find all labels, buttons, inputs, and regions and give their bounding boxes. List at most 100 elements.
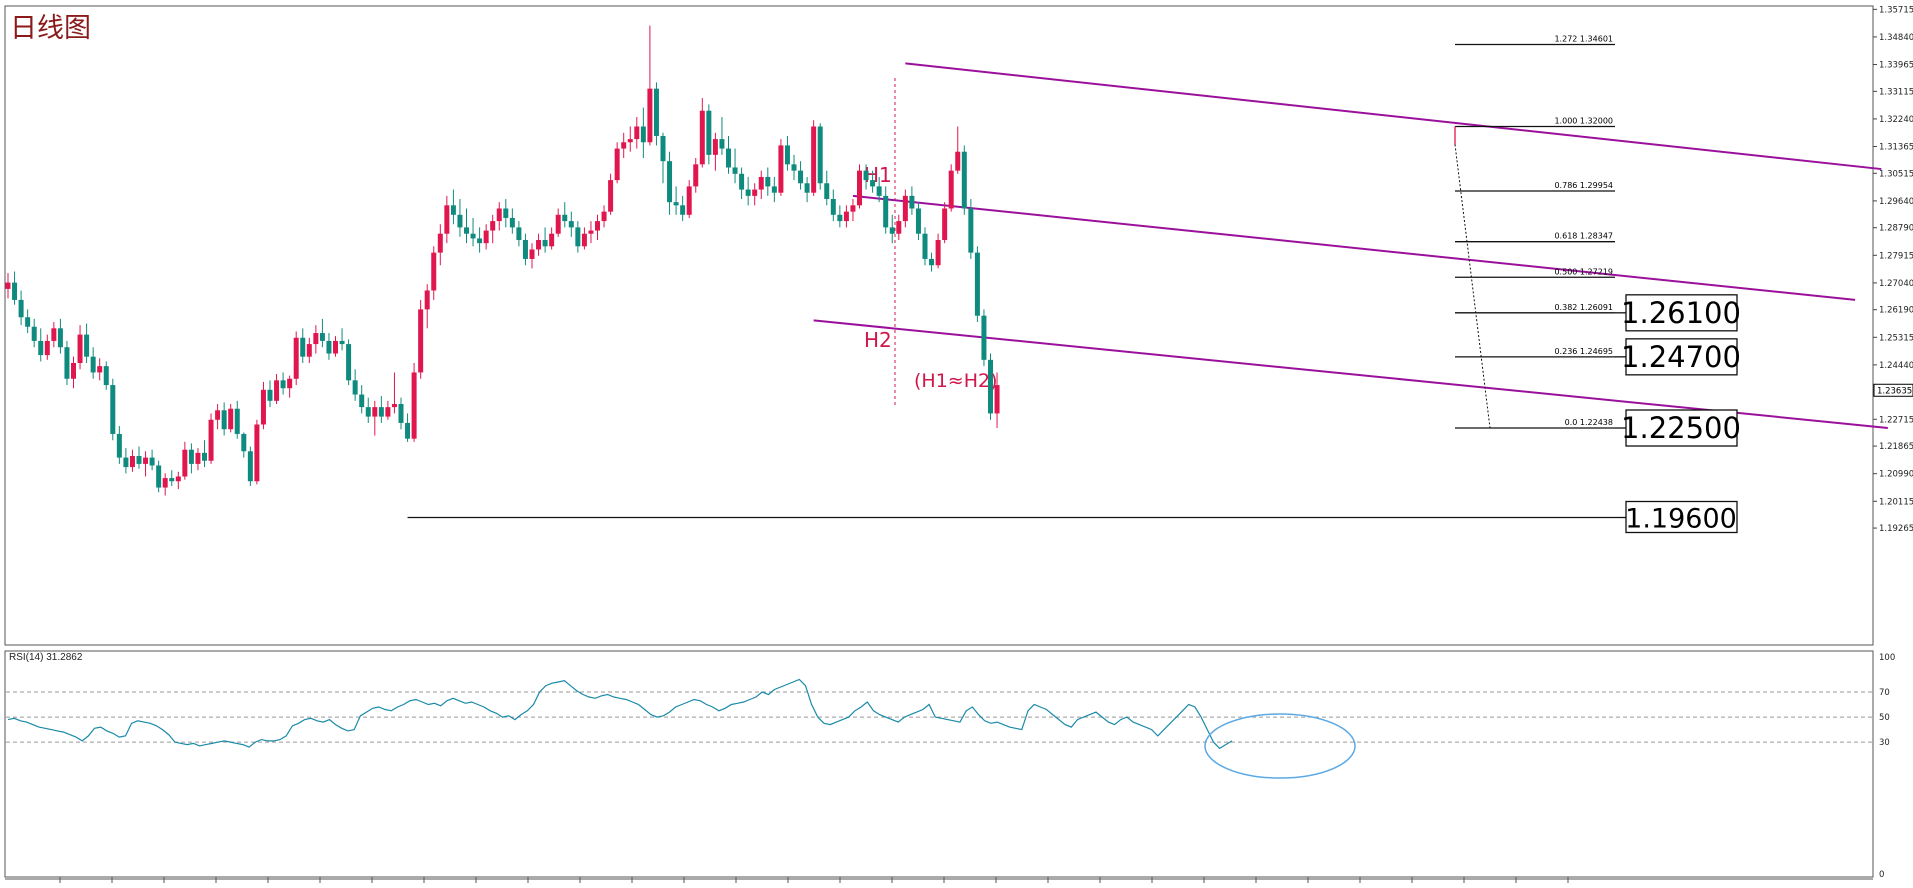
candle-body bbox=[378, 407, 384, 417]
candle-body bbox=[287, 378, 293, 389]
price-tick-label: 1.31365 bbox=[1879, 143, 1913, 153]
candle-body bbox=[660, 135, 666, 162]
candle-body bbox=[188, 449, 194, 464]
candle-body bbox=[359, 394, 365, 408]
candle-body bbox=[313, 333, 319, 345]
candle-body bbox=[745, 189, 751, 196]
candle-body bbox=[477, 238, 483, 244]
candle-body bbox=[162, 478, 168, 488]
candle-body bbox=[300, 337, 306, 357]
candle-body bbox=[234, 408, 240, 434]
candle-body bbox=[555, 214, 561, 234]
support-level-value: 1.19600 bbox=[1625, 504, 1737, 535]
candle-body bbox=[175, 476, 181, 482]
candle-body bbox=[830, 199, 836, 215]
rsi-tick-label: 50 bbox=[1879, 713, 1890, 723]
candle-body bbox=[51, 328, 57, 341]
candle-body bbox=[843, 211, 849, 222]
candle-body bbox=[90, 356, 96, 373]
candle-body bbox=[562, 214, 568, 222]
candle-body bbox=[516, 227, 522, 241]
candle-body bbox=[215, 410, 221, 420]
price-panel-frame bbox=[4, 5, 1874, 646]
candle-body bbox=[372, 407, 378, 417]
candle-body bbox=[804, 183, 810, 193]
price-tick-label: 1.30515 bbox=[1879, 169, 1913, 179]
candle-body bbox=[385, 407, 391, 417]
candle-body bbox=[123, 457, 129, 468]
candle-body bbox=[431, 252, 437, 291]
candle-body bbox=[483, 230, 489, 244]
candle-body bbox=[267, 389, 273, 401]
candle-body bbox=[12, 282, 18, 300]
candle-body bbox=[883, 195, 889, 228]
price-tick-label: 1.33115 bbox=[1879, 87, 1913, 97]
price-tick-label: 1.27915 bbox=[1879, 251, 1913, 261]
candle-body bbox=[955, 151, 961, 171]
candle-body bbox=[680, 205, 686, 215]
candle-body bbox=[601, 211, 607, 222]
candle-body bbox=[726, 148, 731, 168]
candle-body bbox=[490, 221, 496, 231]
candle-body bbox=[326, 340, 332, 354]
candle-body bbox=[110, 385, 116, 434]
price-tick-label: 1.34840 bbox=[1879, 33, 1913, 43]
rsi-label: RSI(14) 31.2862 bbox=[9, 652, 83, 663]
candle-body bbox=[503, 208, 509, 218]
candle-body bbox=[496, 208, 502, 222]
candle-body bbox=[5, 282, 11, 289]
candle-body bbox=[909, 195, 915, 209]
candle-body bbox=[339, 340, 345, 345]
candle-body bbox=[968, 208, 974, 253]
fib-level-label: 0.500 1.27219 bbox=[1554, 267, 1613, 276]
candle-body bbox=[778, 145, 784, 193]
candle-body bbox=[136, 456, 142, 464]
rsi-tick-label: 0 bbox=[1879, 870, 1884, 880]
fib-level-label: 0.236 1.24695 bbox=[1554, 347, 1613, 356]
candle-body bbox=[621, 142, 627, 149]
candle-body bbox=[71, 362, 76, 379]
candle-body bbox=[149, 457, 155, 466]
candle-body bbox=[319, 333, 325, 341]
candle-body bbox=[398, 403, 404, 423]
candle-body bbox=[437, 233, 443, 253]
price-tick-label: 1.24440 bbox=[1879, 361, 1913, 371]
candle-body bbox=[640, 126, 646, 143]
candle-body bbox=[129, 456, 135, 468]
candle-body bbox=[64, 347, 70, 379]
candle-body bbox=[444, 205, 450, 234]
candle-body bbox=[863, 170, 869, 181]
candle-body bbox=[97, 366, 103, 373]
candle-body bbox=[352, 380, 358, 395]
fib-target-value: 1.24700 bbox=[1621, 340, 1741, 374]
candle-body bbox=[758, 176, 764, 190]
candle-body bbox=[935, 240, 941, 266]
candle-body bbox=[686, 186, 692, 215]
candle-body bbox=[208, 419, 214, 461]
candle-body bbox=[411, 372, 417, 439]
fib-level-label: 1.000 1.32000 bbox=[1554, 116, 1613, 125]
candle-body bbox=[195, 452, 201, 464]
candle-body bbox=[575, 227, 581, 247]
candle-body bbox=[706, 110, 712, 155]
candle-body bbox=[876, 186, 882, 196]
candle-body bbox=[391, 403, 397, 408]
candle-body bbox=[824, 183, 830, 200]
channel-line bbox=[852, 194, 1856, 301]
candle-body bbox=[981, 315, 987, 360]
price-tick-label: 1.27040 bbox=[1879, 279, 1913, 289]
candle-body bbox=[418, 309, 424, 373]
candle-body bbox=[653, 88, 659, 136]
candle-body bbox=[202, 452, 207, 461]
price-tick-label: 1.35715 bbox=[1879, 5, 1913, 15]
price-tick-label: 1.21865 bbox=[1879, 442, 1913, 452]
candle-body bbox=[280, 380, 286, 389]
chart-title: 日线图 bbox=[10, 13, 91, 44]
candle-body bbox=[221, 410, 227, 430]
rsi-tick-label: 30 bbox=[1879, 738, 1890, 748]
candle-body bbox=[817, 126, 823, 184]
fib-target-box bbox=[1625, 294, 1738, 332]
candle-body bbox=[464, 227, 469, 234]
rsi-series-line bbox=[7, 678, 1233, 750]
fib-target-box bbox=[1625, 338, 1738, 376]
